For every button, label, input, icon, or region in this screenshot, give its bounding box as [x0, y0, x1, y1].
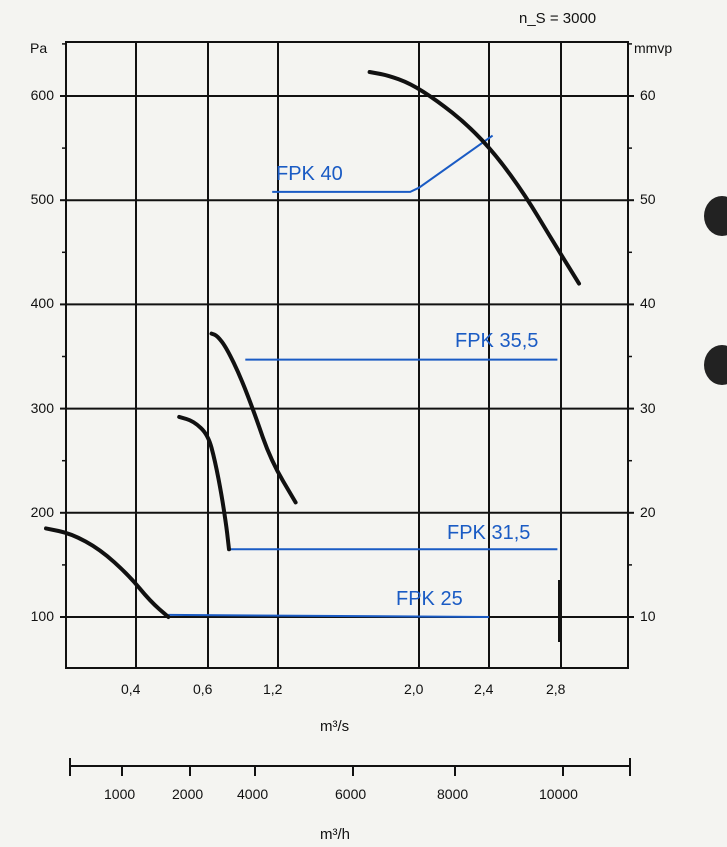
y-tick-label-left: 600 — [30, 87, 54, 103]
speed-label: n_S = 3000 — [519, 10, 597, 27]
reference-line — [272, 134, 494, 193]
reference-lines — [168, 134, 558, 618]
series-label-fpk31-5: FPK 31,5 — [447, 522, 531, 544]
y-tick-label-left: 400 — [30, 295, 54, 312]
x-tick-label-bottom: 8000 — [437, 786, 469, 802]
x-tick-label-top: 2,4 — [474, 681, 494, 697]
x-tick-label-top: 0,4 — [121, 681, 141, 697]
reference-line — [168, 613, 490, 618]
y-tick-label-left: 500 — [30, 191, 54, 208]
y-tick-label-right: 60 — [640, 87, 656, 103]
y-tick-label-left: 100 — [30, 608, 54, 624]
gridlines — [60, 42, 634, 668]
x-tick-label-top: 2,0 — [404, 681, 424, 697]
x-tick-label-bottom: 10000 — [539, 786, 578, 802]
performance-curve — [209, 331, 298, 505]
y-tick-label-right: 30 — [640, 399, 656, 416]
y-tick-label-left: 300 — [30, 399, 54, 416]
x-axis-bottom-unit: m³/h — [320, 826, 350, 843]
left-unit-label: Pa — [30, 40, 48, 56]
x-tick-label-bottom: 6000 — [335, 786, 367, 802]
plot-frame — [65, 41, 629, 669]
x-tick-label-bottom: 4000 — [237, 786, 269, 802]
performance-curve — [44, 526, 171, 619]
performance-curve — [177, 414, 231, 552]
bottom-axis — [69, 758, 631, 776]
series-label-fpk35-5: FPK 35,5 — [455, 330, 539, 352]
x-tick-label-top: 2,8 — [546, 681, 566, 697]
x-axis-top-unit: m³/s — [320, 718, 350, 735]
x-tick-label-top: 1,2 — [263, 681, 283, 697]
performance-curve — [367, 70, 581, 286]
performance-curves — [44, 70, 581, 619]
y-tick-label-right: 20 — [640, 503, 656, 520]
x-tick-label-bottom: 1000 — [104, 786, 136, 802]
x-tick-label-bottom: 2000 — [172, 786, 204, 802]
right-unit-label: mmvp — [634, 40, 673, 56]
y-tick-label-right: 10 — [640, 608, 656, 624]
y-tick-label-right: 40 — [640, 295, 656, 312]
page-marker-dot — [704, 345, 727, 385]
page-marker-dot — [704, 196, 727, 236]
y-tick-label-left: 200 — [30, 503, 54, 520]
series-label-fpk25: FPK 25 — [396, 588, 463, 610]
y-tick-label-right: 50 — [640, 191, 656, 208]
x-tick-label-top: 0,6 — [193, 681, 213, 697]
series-label-fpk40: FPK 40 — [276, 163, 343, 185]
